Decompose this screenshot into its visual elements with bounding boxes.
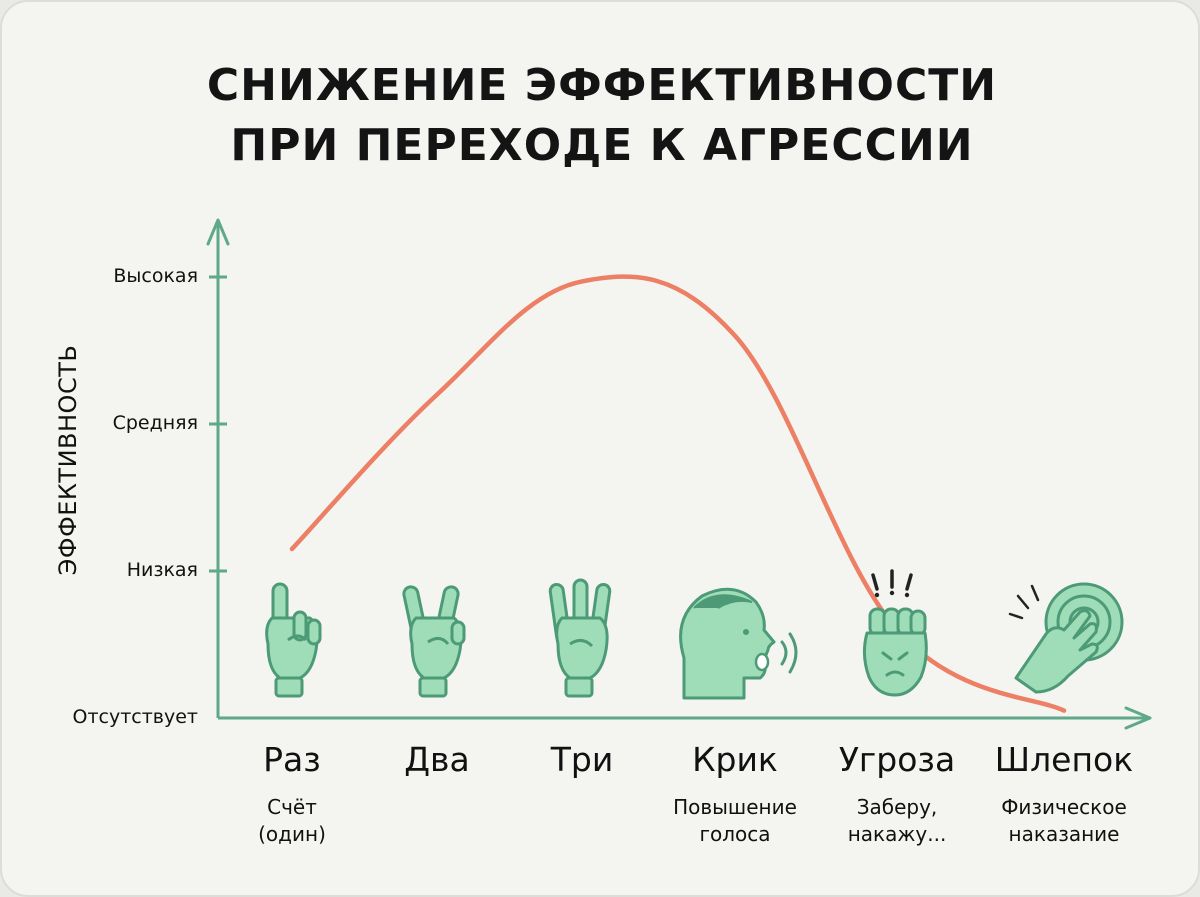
x-category-label: Три bbox=[550, 740, 614, 779]
x-category-sublabel: Физическое наказание bbox=[1001, 795, 1127, 846]
y-tick-label: Высокая bbox=[113, 265, 198, 287]
y-tick-label: Отсутствует bbox=[72, 706, 199, 728]
x-axis-arrow bbox=[1124, 706, 1152, 730]
x-category-label: Угроза bbox=[838, 740, 956, 779]
x-category-sublabel: Повышение голоса bbox=[673, 795, 797, 846]
effectiveness-curve bbox=[289, 274, 1067, 713]
chart-title-line-1: СНИЖЕНИЕ ЭФФЕКТИВНОСТИ bbox=[206, 60, 998, 111]
shouting-head-icon bbox=[679, 587, 798, 700]
two-fingers-icon bbox=[402, 585, 466, 698]
slapping-hand-icon bbox=[1008, 582, 1124, 694]
pointing-finger-icon bbox=[265, 582, 322, 698]
three-fingers-icon bbox=[548, 578, 612, 698]
angry-fist-icon bbox=[862, 569, 928, 697]
y-tick-label: Низкая bbox=[126, 559, 198, 581]
x-category-label: Раз bbox=[263, 740, 321, 779]
x-category-sublabel: Счёт (один) bbox=[258, 795, 326, 846]
x-category-label: Шлепок bbox=[994, 740, 1134, 779]
x-category-label: Два bbox=[404, 740, 470, 779]
chart-title-line-2: ПРИ ПЕРЕХОДЕ К АГРЕССИИ bbox=[230, 120, 974, 171]
x-category-sublabel: Заберу, накажу... bbox=[847, 795, 947, 846]
y-tick-label: Средняя bbox=[112, 412, 198, 434]
y-axis-arrow bbox=[206, 218, 230, 246]
x-category-label: Крик bbox=[692, 740, 778, 779]
